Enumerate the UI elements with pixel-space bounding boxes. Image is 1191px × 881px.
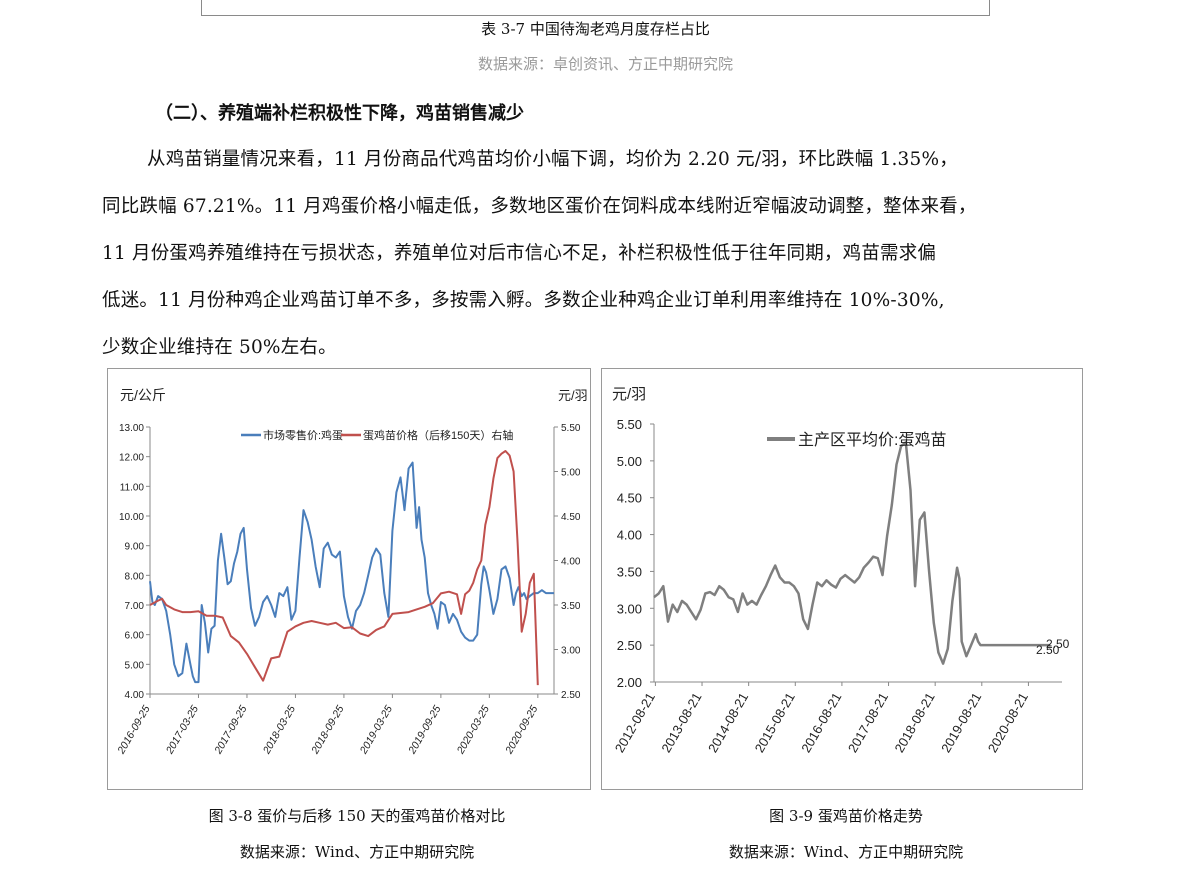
table-frame xyxy=(201,0,990,16)
y-tick-label: 3.50 xyxy=(617,564,642,579)
y2-tick-label: 4.50 xyxy=(561,512,581,523)
left-y-axis-unit: 元/公斤 xyxy=(120,387,166,403)
table-caption: 表 3-7 中国待淘老鸡月度存栏占比 xyxy=(481,20,710,38)
y-tick-label: 9.00 xyxy=(125,542,145,553)
y-tick-label: 6.00 xyxy=(125,631,145,642)
figure-left-caption: 图 3-8 蛋价与后移 150 天的蛋鸡苗价格对比 xyxy=(208,807,506,825)
y-tick-label: 8.00 xyxy=(125,571,145,582)
y2-tick-label: 5.50 xyxy=(561,423,581,434)
figure-right-source: 数据来源：Wind、方正中期研究院 xyxy=(728,843,964,861)
y-tick-label: 5.00 xyxy=(125,660,145,671)
y-tick-label: 5.50 xyxy=(617,417,642,432)
x-tick-label: 2020-08-21 xyxy=(985,690,1031,755)
x-tick-label: 2020-03-25 xyxy=(454,703,492,757)
x-tick-label: 2017-08-21 xyxy=(845,690,891,755)
figure-left-source: 数据来源：Wind、方正中期研究院 xyxy=(239,843,475,861)
series-line xyxy=(653,441,1051,665)
x-tick-label: 2016-08-21 xyxy=(798,690,844,755)
data-label: 2.50 xyxy=(1036,643,1060,657)
right-chart-frame: 元/羽 5.50 5.00 4.50 4.00 3.50 3.00 2.50 2.00 2012-… xyxy=(601,368,1083,790)
x-tick-label: 2019-03-25 xyxy=(357,703,395,757)
paragraph-line: 11 月份蛋鸡养殖维持在亏损状态，养殖单位对后市信心不足，补栏积极性低于往年同期… xyxy=(102,243,937,264)
y2-tick-label: 4.00 xyxy=(561,557,581,568)
y-tick-label: 10.00 xyxy=(119,512,144,523)
right-y-axis-unit: 元/羽 xyxy=(558,388,588,403)
figure-right-caption: 图 3-9 蛋鸡苗价格走势 xyxy=(769,807,923,825)
chick-price-trend-chart: 元/羽 5.50 5.00 4.50 4.00 3.50 3.00 2.50 2.002012-… xyxy=(612,386,1070,755)
paragraph-line: 少数企业维持在 50%左右。 xyxy=(102,337,337,358)
y2-tick-label: 2.50 xyxy=(561,690,581,701)
egg-vs-chick-price-chart: 元/公斤 元/羽 13.00 12.00 11.00 10.00 9.00 8.00 7.00 6… xyxy=(115,387,588,757)
y2-tick-label: 3.50 xyxy=(561,601,581,612)
x-tick-label: 2018-08-21 xyxy=(892,690,938,755)
y-tick-label: 2.00 xyxy=(617,675,642,690)
series-line xyxy=(149,461,554,684)
paragraph-line: 低迷。11 月份种鸡企业鸡苗订单不多，多按需入孵。多数企业种鸡企业订单利用率维持… xyxy=(102,290,945,311)
y2-tick-label: 3.00 xyxy=(561,646,581,657)
y-tick-label: 11.00 xyxy=(120,482,145,493)
y-tick-label: 7.00 xyxy=(125,601,145,612)
legend-label: 主产区平均价:蛋鸡苗 xyxy=(798,431,946,449)
data-label: 2.50 xyxy=(1046,637,1070,651)
y-tick-label: 13.00 xyxy=(119,423,144,434)
paragraph-line: 同比跌幅 67.21%。11 月鸡蛋价格小幅走低，多数地区蛋价在饲料成本线附近窄… xyxy=(102,196,977,217)
y-tick-label: 12.00 xyxy=(119,453,144,464)
y-axis-unit: 元/羽 xyxy=(612,386,646,403)
x-tick-label: 2016-09-25 xyxy=(115,703,153,757)
x-tick-label: 2018-09-25 xyxy=(309,703,347,757)
y-tick-label: 4.50 xyxy=(617,491,642,506)
paragraph-line: 从鸡苗销量情况来看，11 月份商品代鸡苗均价小幅下调，均价为 2.20 元/羽，… xyxy=(147,149,958,170)
y2-tick-label: 5.00 xyxy=(561,468,581,479)
body-paragraph: 从鸡苗销量情况来看，11 月份商品代鸡苗均价小幅下调，均价为 2.20 元/羽，… xyxy=(102,136,1102,371)
y-tick-label: 4.00 xyxy=(125,690,145,701)
x-tick-label: 2015-08-21 xyxy=(752,690,798,755)
x-tick-label: 2020-09-25 xyxy=(503,703,541,757)
x-tick-label: 2013-08-21 xyxy=(658,690,704,755)
x-tick-label: 2014-08-21 xyxy=(705,690,751,755)
x-tick-label: 2017-09-25 xyxy=(212,703,250,757)
section-heading: （二）、养殖端补栏积极性下降，鸡苗销售减少 xyxy=(155,103,524,124)
y-tick-label: 4.00 xyxy=(617,528,642,543)
y-tick-label: 3.00 xyxy=(617,601,642,616)
legend-label: 蛋鸡苗价格（后移150天）右轴 xyxy=(363,428,513,442)
y-tick-label: 5.00 xyxy=(617,454,642,469)
series-line xyxy=(149,450,539,686)
x-tick-label: 2018-03-25 xyxy=(260,703,298,757)
x-tick-label: 2012-08-21 xyxy=(612,690,658,755)
left-chart-frame: 元/公斤 元/羽 13.00 12.00 11.00 10.00 9.00 8.00 7.00 6… xyxy=(107,368,591,790)
legend-label: 市场零售价:鸡蛋 xyxy=(263,428,343,442)
x-tick-label: 2019-09-25 xyxy=(406,703,444,757)
x-tick-label: 2017-03-25 xyxy=(163,703,201,757)
table-source: 数据来源：卓创资讯、方正中期研究院 xyxy=(477,55,733,73)
y-tick-label: 2.50 xyxy=(617,638,642,653)
x-tick-label: 2019-08-21 xyxy=(938,690,984,755)
